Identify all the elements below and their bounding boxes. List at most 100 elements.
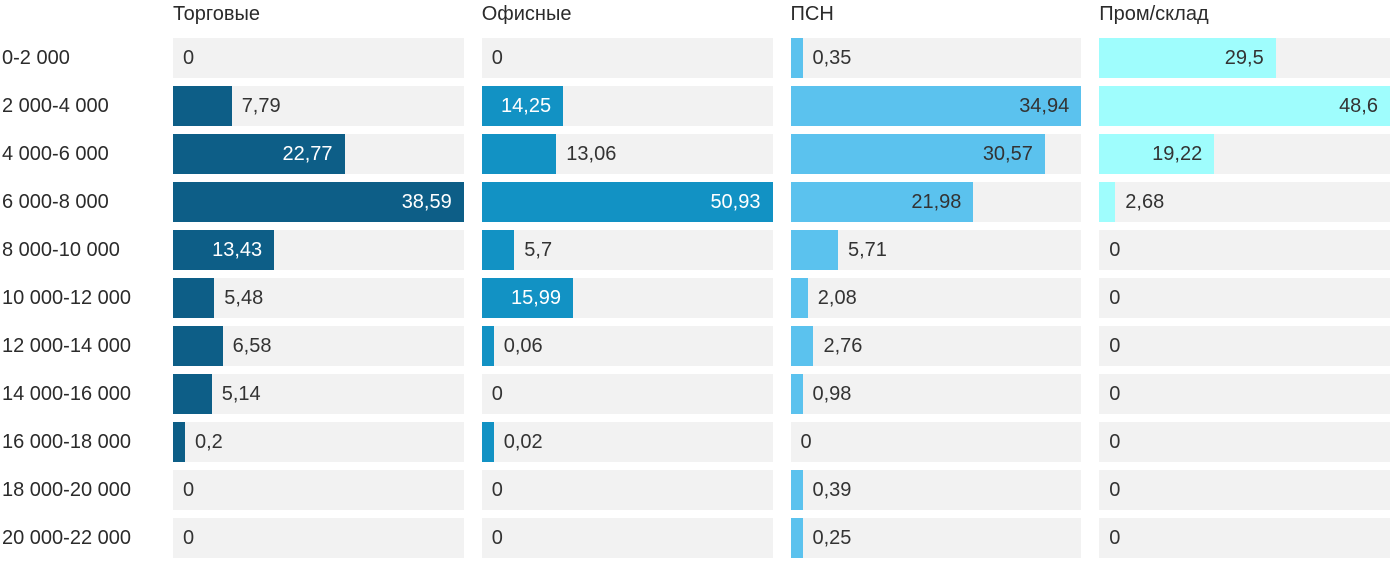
bar-value-label: 6,58 <box>232 334 272 357</box>
bar <box>790 230 838 270</box>
bar: 22,77 <box>173 134 345 174</box>
row-label: 14 000-16 000 <box>2 382 132 405</box>
bar <box>481 326 494 366</box>
bar-track: 34,94 <box>790 86 1082 126</box>
row-label: 4 000-6 000 <box>2 142 109 165</box>
bar-value-label: 0 <box>491 46 503 69</box>
bar-value-label: 5,48 <box>224 286 264 309</box>
bar: 15,99 <box>481 278 574 318</box>
bar-value-label: 19,22 <box>1152 142 1203 165</box>
bar-track: 2,76 <box>790 326 1082 366</box>
bar-value-label: 0 <box>1109 382 1121 405</box>
bar-track: 0,35 <box>790 38 1082 78</box>
bar-value-label: 0,02 <box>503 430 543 453</box>
bar-track: 13,06 <box>481 134 773 174</box>
bar-value-label: 5,14 <box>221 382 261 405</box>
bar <box>173 86 232 126</box>
bar: 50,93 <box>481 182 773 222</box>
bar-value-label: 48,6 <box>1339 94 1378 117</box>
bar-value-label: 0,2 <box>195 430 223 453</box>
bar: 48,6 <box>1099 86 1390 126</box>
bar-track: 0 <box>1099 230 1390 270</box>
bar-track: 0,2 <box>173 422 464 462</box>
bar-value-label: 0 <box>183 526 195 549</box>
bar <box>790 518 803 558</box>
bar <box>481 230 515 270</box>
row-label: 0-2 000 <box>2 46 70 69</box>
bar-value-label: 34,94 <box>1019 94 1070 117</box>
bar-track: 0 <box>1099 278 1390 318</box>
bar-track: 5,48 <box>173 278 464 318</box>
row-label: 12 000-14 000 <box>2 334 132 357</box>
bar-track: 21,98 <box>790 182 1082 222</box>
bar-value-label: 14,25 <box>501 94 552 117</box>
bar <box>173 422 185 462</box>
bar-track: 48,6 <box>1099 86 1390 126</box>
bar-track: 0,06 <box>481 326 773 366</box>
bar-track: 0 <box>1099 470 1390 510</box>
bar <box>790 326 814 366</box>
bar-value-label: 21,98 <box>911 190 962 213</box>
bar-value-label: 0 <box>1109 334 1121 357</box>
bar-track: 0 <box>173 518 464 558</box>
bar-value-label: 29,5 <box>1224 46 1264 69</box>
column-header-psn: ПСН <box>790 3 834 25</box>
bar-track: 29,5 <box>1099 38 1390 78</box>
bar-value-label: 15,99 <box>510 286 562 309</box>
bar-track: 0 <box>481 470 773 510</box>
bar-value-label: 38,59 <box>401 190 452 213</box>
bar-value-label: 0 <box>183 46 195 69</box>
bar <box>790 278 808 318</box>
bar-track: 0 <box>1099 326 1390 366</box>
row-label: 20 000-22 000 <box>2 526 132 549</box>
column-header-ofisnye: Офисные <box>481 3 572 25</box>
bar: 29,5 <box>1099 38 1276 78</box>
bar-value-label: 0 <box>1109 286 1121 309</box>
bar-track: 0 <box>1099 374 1390 414</box>
bar-track: 0 <box>790 422 1082 462</box>
row-label: 18 000-20 000 <box>2 478 132 501</box>
row-label: 6 000-8 000 <box>2 190 109 213</box>
bar-value-label: 0 <box>491 382 503 405</box>
bar-track: 15,99 <box>481 278 773 318</box>
bar-track: 7,79 <box>173 86 464 126</box>
bar-track: 5,7 <box>481 230 773 270</box>
bar-value-label: 0 <box>800 430 812 453</box>
bar <box>173 374 212 414</box>
bar-track: 0 <box>481 38 773 78</box>
bar <box>790 38 803 78</box>
bar-track: 0,39 <box>790 470 1082 510</box>
bar-track: 0 <box>1099 518 1390 558</box>
bar-value-label: 0,39 <box>812 478 852 501</box>
bar: 34,94 <box>790 86 1082 126</box>
bar-track: 0 <box>173 38 464 78</box>
bar-track: 0 <box>481 374 773 414</box>
bar <box>1099 182 1116 222</box>
bar: 14,25 <box>481 86 564 126</box>
bar-value-label: 22,77 <box>282 142 333 165</box>
bar-track: 0 <box>1099 422 1390 462</box>
row-label: 16 000-18 000 <box>2 430 132 453</box>
bar-value-label: 30,57 <box>982 142 1033 165</box>
bar-track: 5,71 <box>790 230 1082 270</box>
row-label: 10 000-12 000 <box>2 286 132 309</box>
bar <box>173 278 215 318</box>
bar <box>481 422 494 462</box>
bar-track: 0 <box>481 518 773 558</box>
bar: 21,98 <box>790 182 974 222</box>
bar-value-label: 13,43 <box>212 238 263 261</box>
bar-track: 22,77 <box>173 134 464 174</box>
bar-track: 30,57 <box>790 134 1082 174</box>
bar <box>790 374 803 414</box>
column-header-torgovye: Торговые <box>173 3 261 25</box>
bar-value-label: 0,06 <box>503 334 543 357</box>
bar-value-label: 0 <box>1109 478 1121 501</box>
header-spacer <box>0 0 155 30</box>
column-header-prom-sklad: Пром/склад <box>1099 3 1209 25</box>
bar: 38,59 <box>173 182 464 222</box>
bar-track: 2,68 <box>1099 182 1390 222</box>
bar-value-label: 2,08 <box>817 286 857 309</box>
bar-value-label: 7,79 <box>241 94 281 117</box>
bar: 19,22 <box>1099 134 1215 174</box>
bar-track: 13,43 <box>173 230 464 270</box>
